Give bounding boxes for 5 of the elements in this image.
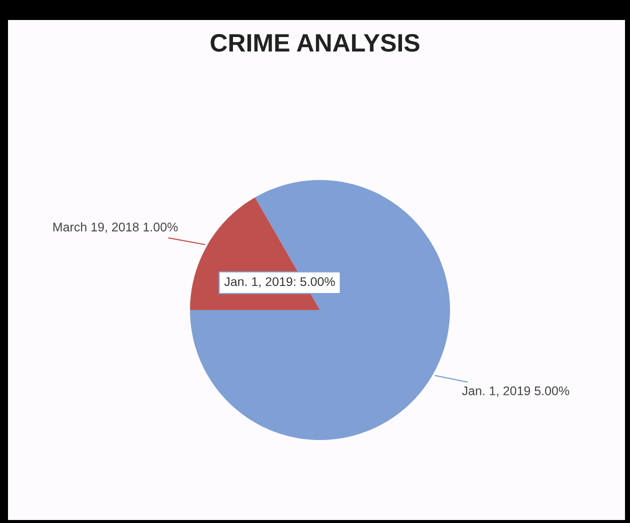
slice-label: March 19, 2018 1.00% bbox=[53, 222, 178, 233]
chart-title: CRIME ANALYSIS bbox=[210, 34, 420, 52]
pie-slice bbox=[190, 180, 450, 440]
text: Jan. 1, 2019: 5.00% bbox=[224, 277, 335, 288]
slice-label: Jan. 1, 2019 5.00% bbox=[462, 386, 570, 397]
